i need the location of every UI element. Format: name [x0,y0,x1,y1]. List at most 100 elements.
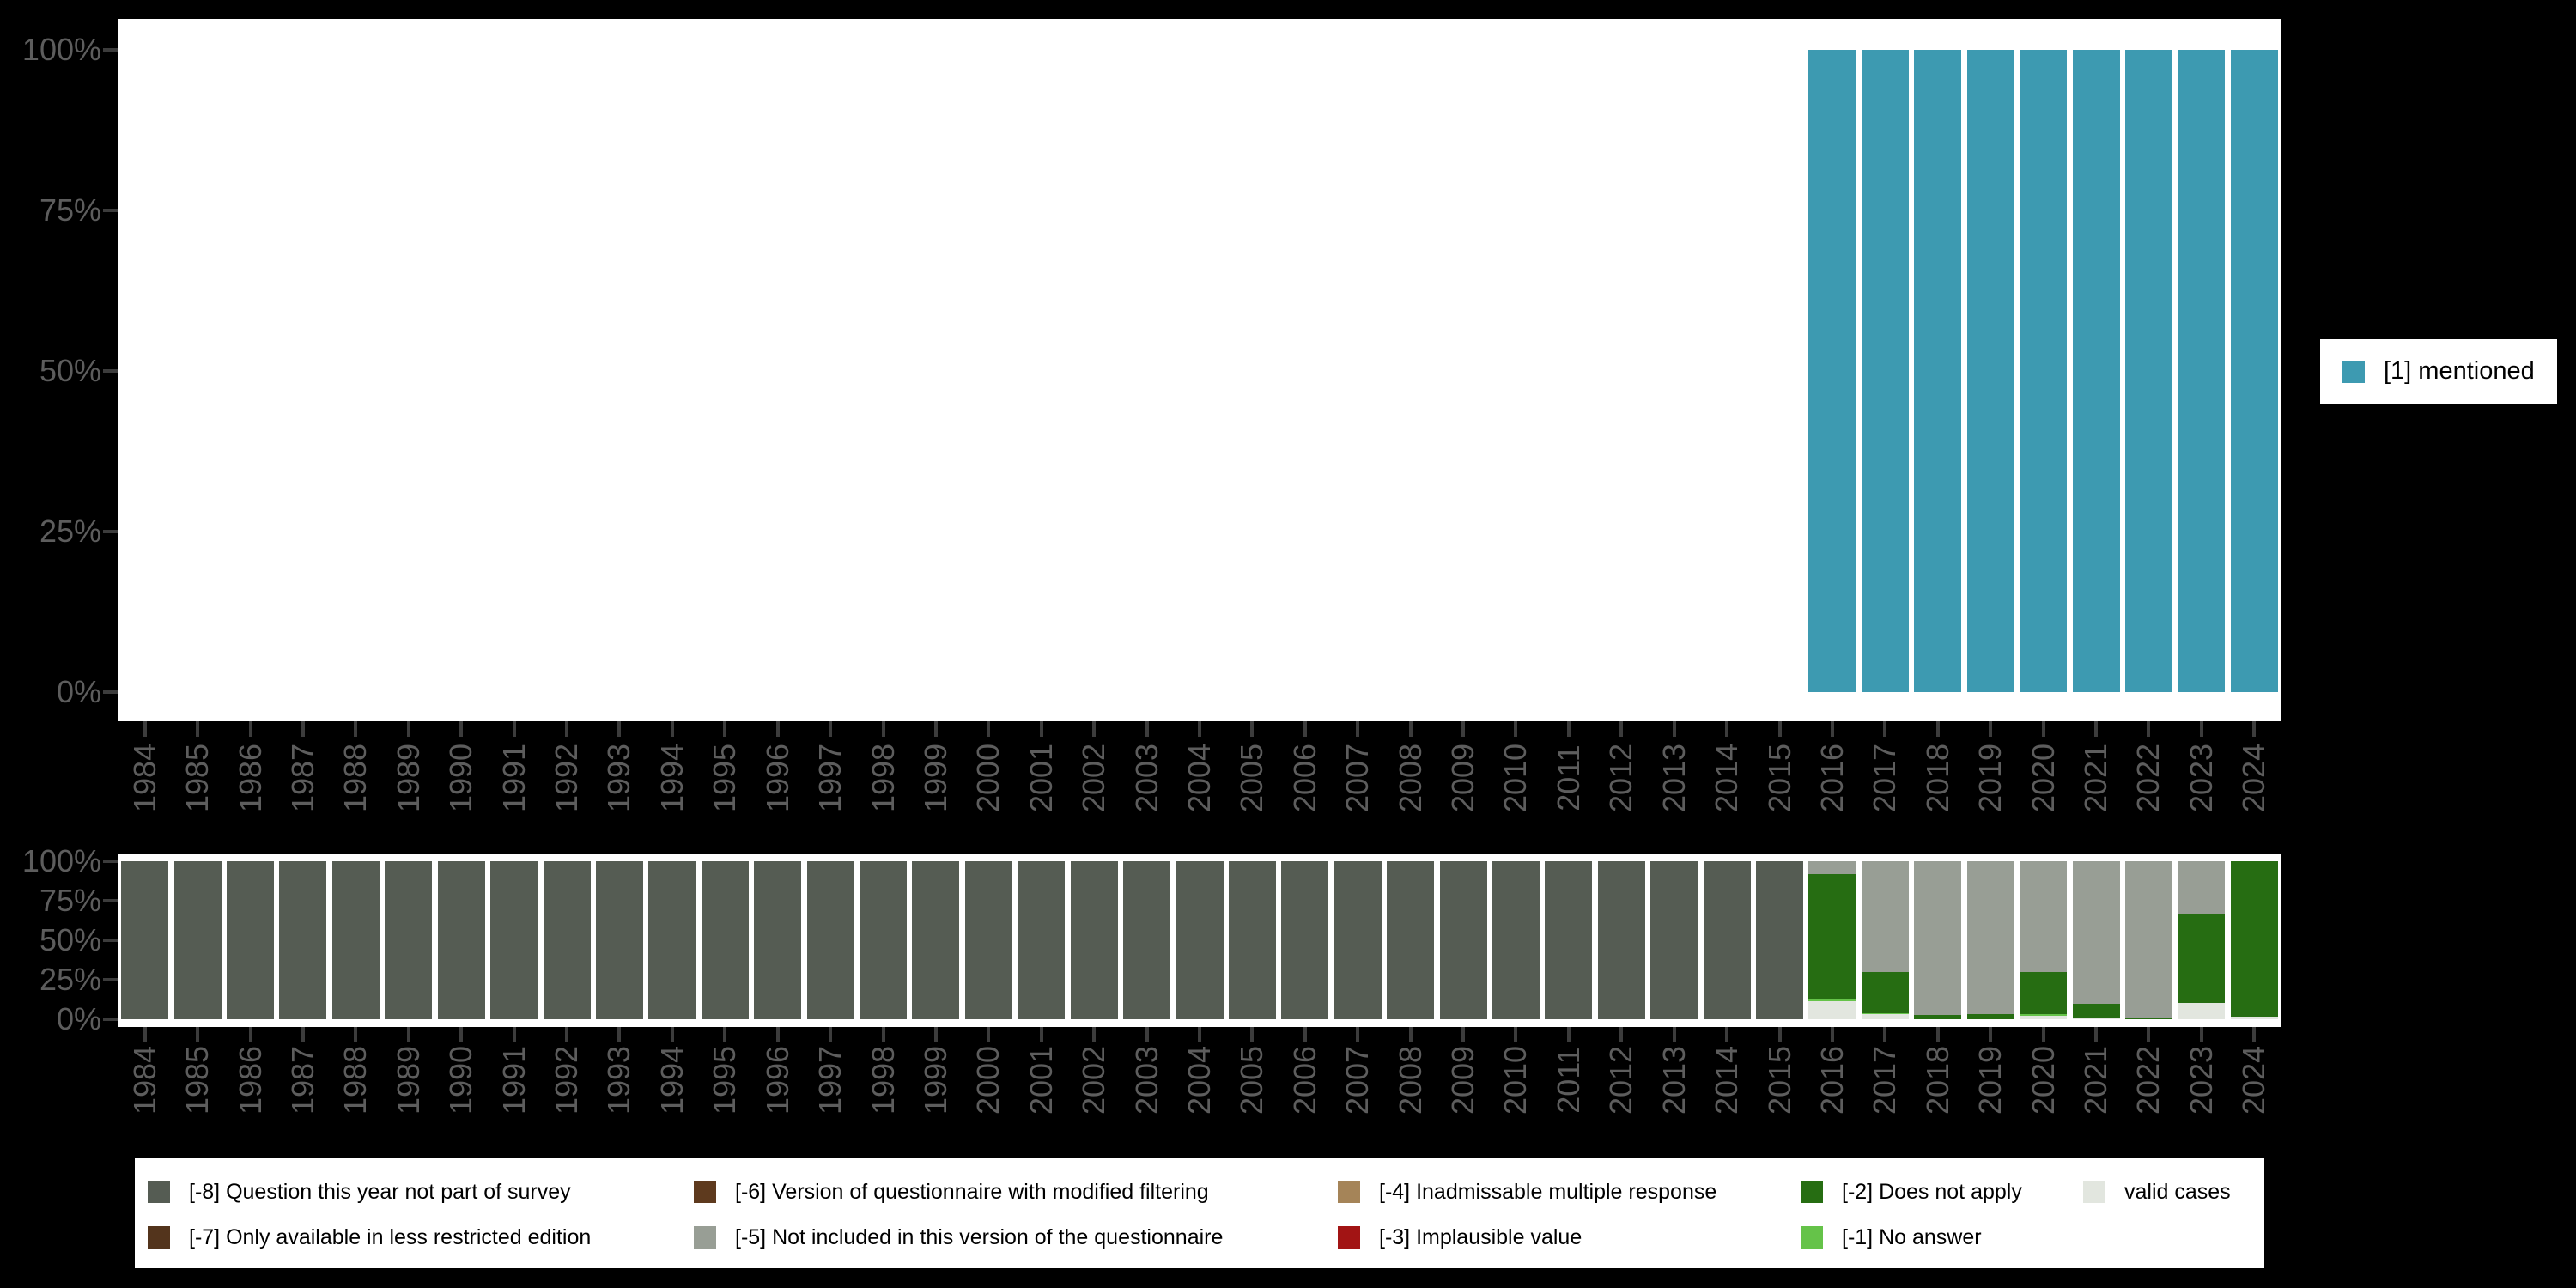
x-axis-year-label: 2011 [1550,1047,1586,1114]
x-axis-year-label: 2018 [1919,1045,1955,1115]
x-axis-tick [1514,1027,1518,1042]
bar-segment-2018--5 [1914,861,1961,1016]
x-axis-year-label: 2022 [2130,1045,2166,1115]
x-axis-tick [1250,1027,1255,1042]
legend-label--5: [-5] Not included in this version of the… [735,1225,1224,1249]
bar-segment-2018--2 [1914,1015,1961,1019]
legend-swatch--5 [694,1226,716,1249]
x-axis-tick [459,1027,464,1042]
bar-segment-2023--2 [2178,913,2225,1003]
bar-segment-2003--8 [1123,861,1170,1019]
bar-segment-1984--8 [121,861,168,1019]
bar-segment-2014--8 [1704,861,1751,1019]
x-axis-tick [2094,1027,2099,1042]
bar-segment-2022--5 [2125,861,2172,1018]
x-axis-tick [670,1027,674,1042]
x-axis-year-label: 2017 [1867,743,1903,813]
x-axis-tick [512,1027,516,1042]
bar-segment-2021--2 [2073,1003,2120,1018]
legend-label-valid: valid cases [2124,1180,2231,1204]
x-axis-year-label: 2007 [1340,1045,1376,1115]
x-axis-tick [1566,1027,1571,1042]
x-axis-year-label: 2014 [1709,743,1745,813]
bar-segment-2016--1 [1808,999,1856,1001]
bar-segment-1995--8 [702,861,749,1019]
bar-segment-2018-mentioned [1914,50,1961,692]
bar-segment-2021-valid [2073,1018,2120,1020]
legend-label--2: [-2] Does not apply [1842,1180,2022,1204]
bar-segment-1985--8 [174,861,222,1019]
x-axis-year-label: 2019 [1972,743,2008,813]
bar-segment-2019-mentioned [1967,50,2014,692]
bar-segment-2023--5 [2178,861,2225,914]
y-axis-tick [103,530,118,533]
x-axis-year-label: 2015 [1761,743,1797,813]
x-axis-tick [1092,1027,1097,1042]
bar-segment-2013--8 [1650,861,1698,1019]
legend-label--6: [-6] Version of questionnaire with modif… [735,1180,1209,1204]
x-axis-tick [143,721,147,737]
x-axis-year-label: 2008 [1392,743,1428,813]
missing-values-legend: [-8] Question this year not part of surv… [135,1158,2264,1268]
x-axis-year-label: 2020 [2025,1045,2061,1115]
value-distribution-legend: [1] mentioned [2320,339,2557,404]
x-axis-tick [354,1027,358,1042]
x-axis-year-label: 1987 [284,743,320,813]
x-axis-tick [1303,1027,1307,1042]
x-axis-tick [881,721,885,737]
x-axis-year-label: 2009 [1445,743,1481,813]
x-axis-tick [1777,1027,1782,1042]
legend-label--4: [-4] Inadmissable multiple response [1379,1180,1717,1204]
x-axis-tick [1935,721,1940,737]
x-axis-tick [1989,1027,1993,1042]
bar-segment-2020--1 [2020,1013,2067,1017]
x-axis-tick [2199,1027,2203,1042]
bar-segment-2024-valid [2231,1017,2278,1019]
x-axis-tick [565,721,569,737]
x-axis-year-label: 2021 [2078,1045,2114,1115]
x-axis-year-label: 2017 [1867,1045,1903,1115]
y-axis-tick [103,209,118,212]
x-axis-year-label: 1985 [179,743,216,813]
x-axis-tick [1092,721,1097,737]
bar-segment-2009--8 [1440,861,1487,1019]
x-axis-year-label: 2009 [1445,1045,1481,1115]
x-axis-tick [248,1027,252,1042]
x-axis-year-label: 2005 [1234,1045,1270,1115]
bar-segment-2020-valid [2020,1016,2067,1019]
x-axis-year-label: 1996 [759,743,795,813]
x-axis-year-label: 2013 [1656,1045,1692,1115]
x-axis-year-label: 2004 [1182,1045,1217,1115]
bar-segment-1997--8 [807,861,854,1019]
y-axis-label: 75% [39,192,101,228]
x-axis-year-label: 2012 [1603,1045,1639,1115]
x-axis-year-label: 1995 [707,743,743,813]
x-axis-year-label: 2012 [1603,743,1639,813]
bar-segment-1991--8 [490,861,538,1019]
x-axis-year-label: 1998 [865,743,901,813]
bar-segment-2016--5 [1808,861,1856,874]
x-axis-tick [143,1027,147,1042]
y-axis-tick [103,860,118,863]
x-axis-tick [1461,721,1466,737]
y-axis-label: 25% [39,513,101,549]
x-axis-tick [2147,1027,2151,1042]
x-axis-year-label: 1998 [865,1045,901,1115]
x-axis-year-label: 2024 [2236,743,2272,813]
x-axis-year-label: 2010 [1498,743,1534,813]
bar-segment-1996--8 [754,861,801,1019]
bar-segment-2012--8 [1598,861,1645,1019]
x-axis-tick [459,721,464,737]
x-axis-tick [301,721,305,737]
legend-swatch--8 [148,1181,170,1203]
x-axis-year-label: 2018 [1919,743,1955,813]
x-axis-year-label: 1984 [126,743,162,813]
x-axis-tick [2041,1027,2045,1042]
bar-segment-2005--8 [1229,861,1276,1019]
x-axis-year-label: 1986 [232,1045,268,1115]
x-axis-tick [670,721,674,737]
bar-segment-2002--8 [1071,861,1118,1019]
x-axis-year-label: 2019 [1972,1045,2008,1115]
bar-segment-1987--8 [279,861,326,1019]
mentioned-legend-label: [1] mentioned [2384,357,2535,385]
